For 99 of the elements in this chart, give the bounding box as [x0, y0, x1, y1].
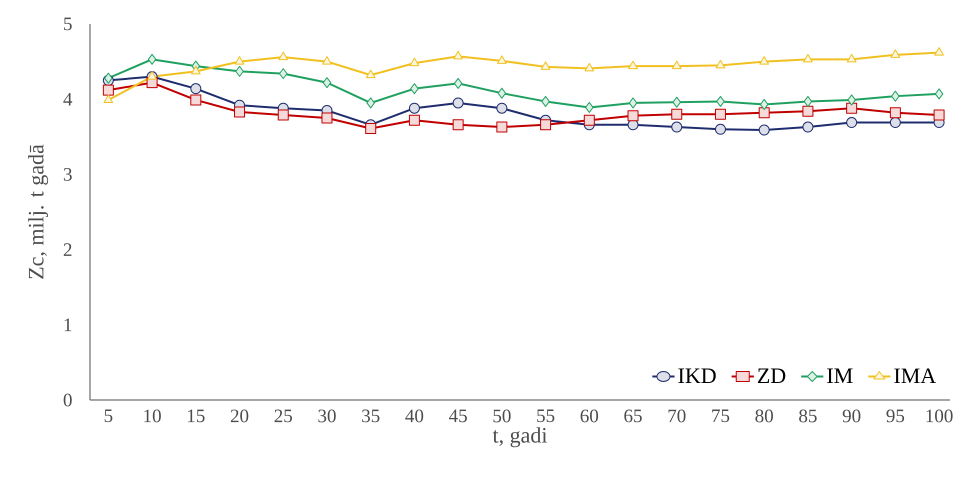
point — [102, 84, 114, 96]
point — [322, 77, 332, 88]
x-tick-label: 85 — [799, 410, 817, 422]
point — [716, 96, 725, 107]
point — [496, 122, 508, 133]
x-tick-label: 90 — [842, 410, 860, 422]
x-tick-label: 15 — [188, 410, 205, 422]
point — [322, 56, 332, 65]
point — [278, 109, 289, 120]
point — [802, 106, 814, 117]
point — [890, 117, 901, 128]
x-tick-label: 20 — [230, 410, 248, 422]
point — [365, 123, 376, 134]
point — [758, 107, 770, 118]
point — [803, 54, 813, 62]
y-tick-label: 0 — [64, 394, 72, 406]
point — [190, 66, 201, 74]
point — [408, 114, 420, 126]
x-tick-label: 95 — [886, 410, 904, 422]
point — [234, 56, 244, 65]
point — [147, 71, 157, 80]
point — [366, 97, 375, 108]
point — [453, 50, 463, 60]
y-axis-title: Zc, milj. t gadā — [28, 144, 48, 279]
point — [628, 60, 638, 70]
y-tick-label: 3 — [64, 168, 72, 181]
x-tick-label: 25 — [274, 410, 292, 422]
point — [454, 78, 462, 89]
point — [104, 94, 114, 103]
x-tick-label: 70 — [668, 410, 686, 422]
point — [585, 102, 594, 113]
point — [497, 55, 507, 64]
point — [846, 117, 858, 128]
point — [541, 96, 550, 107]
x-tick-label: 35 — [362, 410, 380, 422]
point — [714, 108, 726, 120]
point — [846, 54, 856, 62]
point — [759, 56, 770, 65]
point — [847, 94, 856, 106]
x-tick-label: 65 — [624, 410, 642, 422]
point — [628, 110, 639, 122]
point — [190, 94, 202, 106]
x-tick-label: 50 — [493, 410, 511, 422]
point — [934, 109, 945, 120]
x-tick-label: 60 — [580, 410, 598, 422]
point — [540, 61, 550, 70]
x-tick-label: 75 — [712, 410, 730, 422]
point — [890, 107, 901, 118]
point — [452, 119, 464, 130]
point — [279, 68, 288, 80]
point — [934, 47, 944, 56]
y-tick-label: 1 — [64, 318, 72, 332]
x-tick-label: 45 — [449, 410, 467, 422]
point — [321, 112, 332, 124]
point — [366, 70, 376, 78]
point — [804, 96, 812, 107]
point — [890, 49, 900, 58]
x-tick-label: 30 — [318, 410, 336, 422]
point — [234, 106, 246, 118]
point — [584, 62, 594, 72]
legend-label: IM — [827, 368, 853, 383]
x-tick-label: 100 — [926, 410, 953, 422]
point — [716, 60, 726, 68]
point — [410, 83, 419, 94]
point — [148, 54, 156, 65]
legend-label: IMA — [894, 368, 936, 384]
x-tick-label: 5 — [104, 410, 112, 422]
point — [760, 98, 768, 110]
point — [496, 102, 508, 114]
point — [410, 58, 420, 66]
legend-label: IKD — [678, 368, 716, 384]
point — [758, 124, 770, 136]
point — [672, 60, 682, 70]
point — [671, 108, 682, 120]
x-tick-label: 80 — [755, 410, 773, 422]
point — [672, 96, 681, 108]
x-tick-label: 10 — [144, 410, 161, 422]
point — [278, 52, 288, 60]
x-tick-label: 40 — [405, 410, 424, 422]
point — [934, 88, 944, 100]
point — [235, 66, 244, 77]
point — [452, 97, 464, 108]
point — [498, 88, 506, 99]
point — [891, 90, 900, 102]
point — [584, 114, 595, 126]
x-axis-title: t, gadi — [492, 427, 548, 448]
y-tick-label: 4 — [63, 92, 72, 106]
legend-label: ZD — [758, 368, 786, 384]
point — [671, 122, 682, 133]
point — [408, 102, 420, 114]
point — [714, 124, 726, 135]
point — [802, 122, 814, 133]
y-tick-label: 2 — [64, 243, 72, 256]
x-tick-label: 55 — [537, 410, 554, 422]
point — [628, 97, 638, 108]
point — [190, 83, 202, 94]
point — [846, 102, 858, 114]
point — [540, 119, 552, 130]
y-tick-label: 5 — [64, 18, 72, 30]
